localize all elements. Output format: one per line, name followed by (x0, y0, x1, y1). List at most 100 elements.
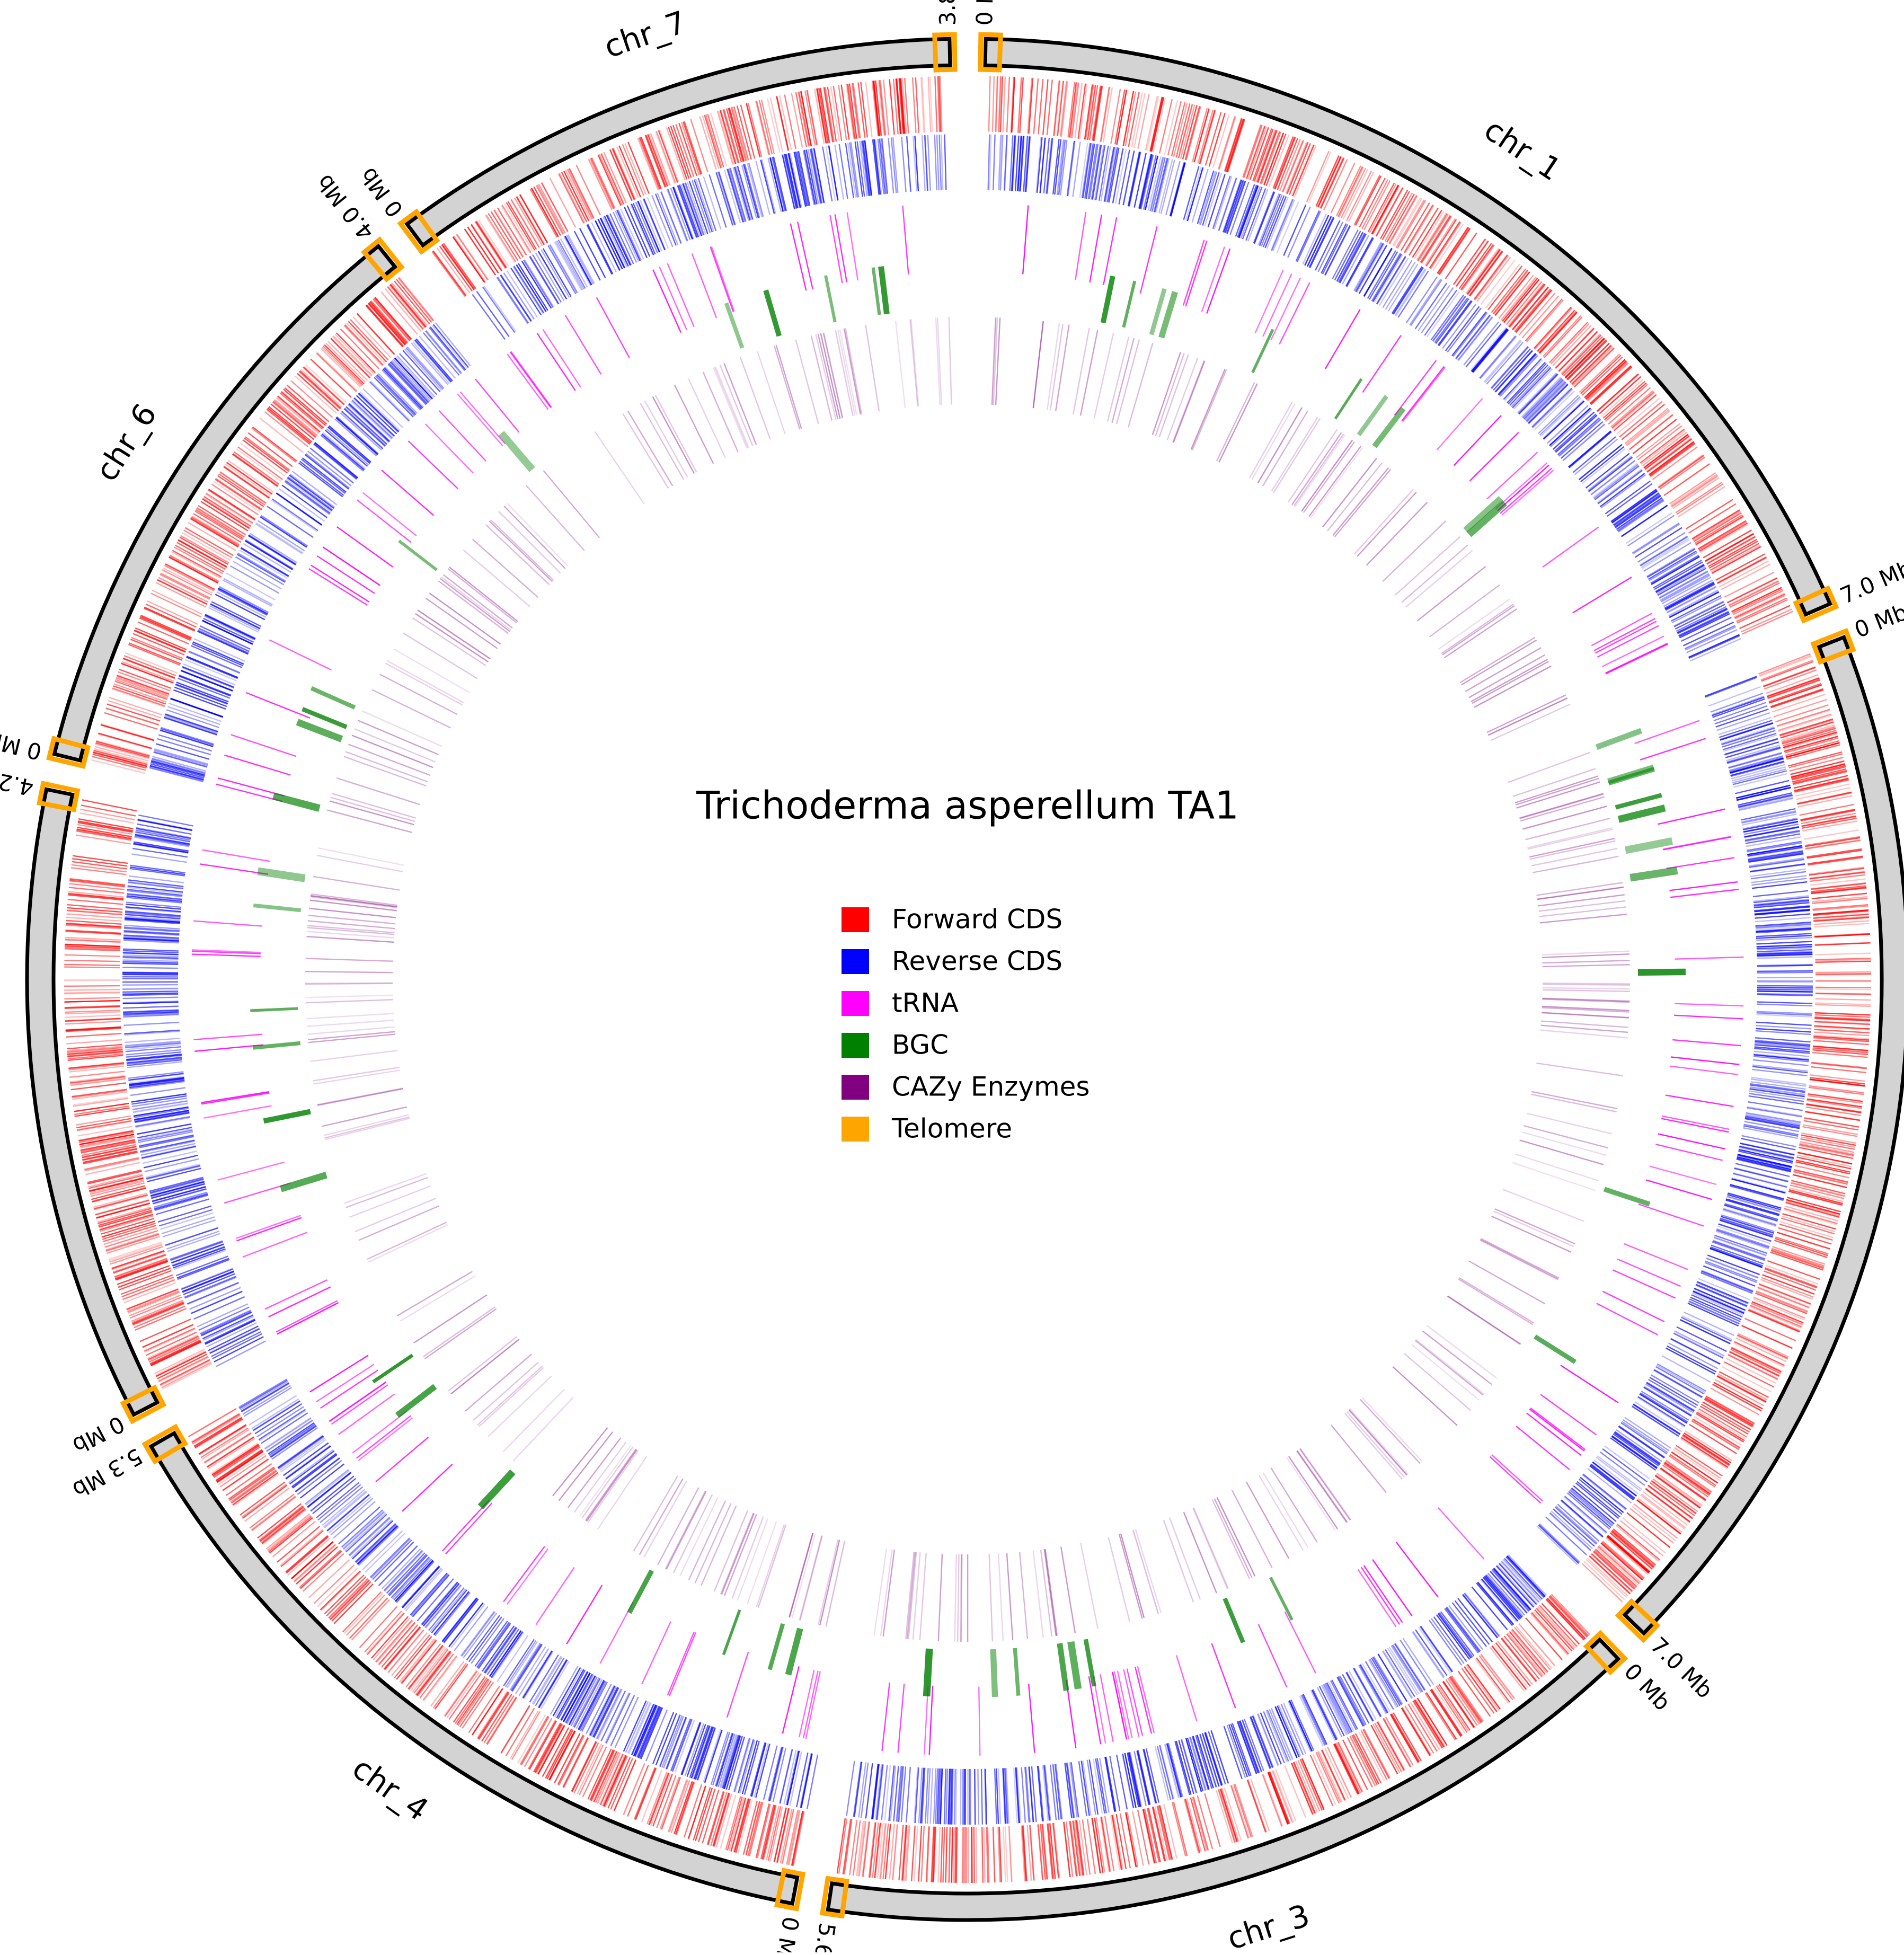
rev-feature (242, 1383, 289, 1412)
cazy-feature (1345, 1413, 1402, 1480)
fwd-feature (64, 965, 120, 966)
rev-feature (993, 135, 995, 190)
rev-feature (1524, 379, 1563, 419)
trna-feature (201, 1092, 269, 1103)
rev-feature (928, 135, 931, 191)
rev-feature (201, 1312, 251, 1335)
trna-feature (246, 693, 311, 718)
cazy-feature (1460, 638, 1535, 683)
fwd-feature (1187, 1799, 1201, 1852)
fwd-feature (1816, 961, 1871, 962)
fwd-feature (276, 397, 318, 434)
bgc-feature (501, 434, 532, 470)
cazy-feature (1357, 492, 1416, 556)
bgc-feature (1015, 1648, 1018, 1696)
trna-feature (1100, 1674, 1113, 1742)
cazy-feature (1536, 1063, 1623, 1076)
fwd-feature (954, 1827, 955, 1883)
rev-feature (1128, 152, 1139, 206)
fwd-feature (1671, 475, 1717, 507)
fwd-feature (1538, 311, 1576, 352)
cazy-feature (486, 525, 550, 585)
fwd-feature (916, 77, 919, 133)
cazy-feature (473, 539, 538, 597)
cazy-feature (1543, 990, 1630, 992)
fwd-feature (84, 1158, 139, 1170)
trna-feature (1438, 1508, 1484, 1559)
trna-feature (1185, 241, 1207, 306)
rev-feature (1105, 1757, 1114, 1811)
cazy-feature (1442, 606, 1515, 655)
fwd-feature (938, 1827, 940, 1882)
cazy-feature (1170, 1518, 1200, 1599)
fwd-feature (485, 215, 515, 262)
cazy-feature (1481, 1239, 1558, 1278)
bgc-feature (769, 1624, 783, 1670)
rev-feature (1338, 233, 1364, 282)
fwd-feature (1402, 1708, 1431, 1755)
cazy-feature (306, 999, 393, 1003)
fwd-feature (1094, 86, 1102, 141)
cazy-feature (499, 511, 561, 573)
rev-feature (1730, 1184, 1784, 1199)
fwd-feature (1218, 1789, 1235, 1842)
fwd-feature (1673, 477, 1719, 508)
track-bgc-chr-3 (927, 1578, 1292, 1697)
fwd-feature (1047, 80, 1052, 136)
cazy-feature (1543, 960, 1630, 963)
trna-feature (806, 1671, 820, 1739)
trna-feature (243, 1232, 307, 1257)
trna-feature (269, 640, 331, 670)
cazy-feature (424, 1309, 496, 1359)
trna-feature (1640, 738, 1706, 759)
rev-feature (1200, 172, 1217, 225)
rev-feature (146, 1166, 200, 1179)
rev-feature (285, 481, 330, 514)
fwd-feature (974, 1827, 975, 1883)
trna-feature (1492, 1455, 1543, 1501)
rev-feature (358, 1526, 398, 1564)
cazy-feature (582, 1447, 633, 1518)
rev-feature (1253, 1715, 1273, 1767)
cazy-feature (1033, 321, 1043, 408)
cazy-feature (568, 1438, 621, 1508)
rev-feature (863, 140, 870, 196)
rev-feature (190, 1288, 241, 1310)
fwd-feature (101, 725, 154, 741)
rev-feature (483, 287, 515, 333)
cazy-feature (789, 1533, 812, 1617)
rev-feature (1722, 731, 1775, 747)
cazy-feature (640, 1479, 683, 1554)
cazy-feature (358, 720, 438, 755)
rev-feature (1671, 596, 1721, 621)
cazy-feature (958, 1554, 959, 1642)
cazy-feature (1393, 1367, 1457, 1426)
trna-feature (1402, 366, 1444, 421)
fwd-feature (243, 440, 287, 473)
rev-feature (236, 557, 284, 585)
fwd-feature (1225, 119, 1242, 172)
rev-feature (1757, 1004, 1812, 1006)
trna-feature (363, 493, 417, 536)
cazy-feature (489, 521, 552, 581)
feature-tracks (64, 76, 1871, 1883)
fwd-feature (121, 1275, 173, 1295)
trna-feature (503, 1546, 545, 1602)
cazy-feature (1045, 1549, 1057, 1635)
fwd-feature (392, 283, 428, 326)
cazy-feature (324, 1114, 409, 1135)
fwd-feature (1456, 241, 1487, 286)
cazy-feature (1438, 599, 1510, 649)
cazy-feature (1406, 551, 1473, 607)
bgc-feature (264, 1112, 311, 1121)
rev-feature (224, 578, 272, 605)
fwd-feature (1186, 107, 1201, 160)
trna-feature (1362, 335, 1401, 393)
fwd-feature (1143, 1809, 1154, 1864)
fwd-feature (1409, 208, 1438, 255)
cazy-feature (526, 485, 585, 551)
rev-feature (1143, 1749, 1155, 1803)
trna-feature (1516, 1426, 1570, 1470)
cazy-feature (1447, 1296, 1520, 1344)
track-bgc-chr-6 (273, 434, 533, 808)
